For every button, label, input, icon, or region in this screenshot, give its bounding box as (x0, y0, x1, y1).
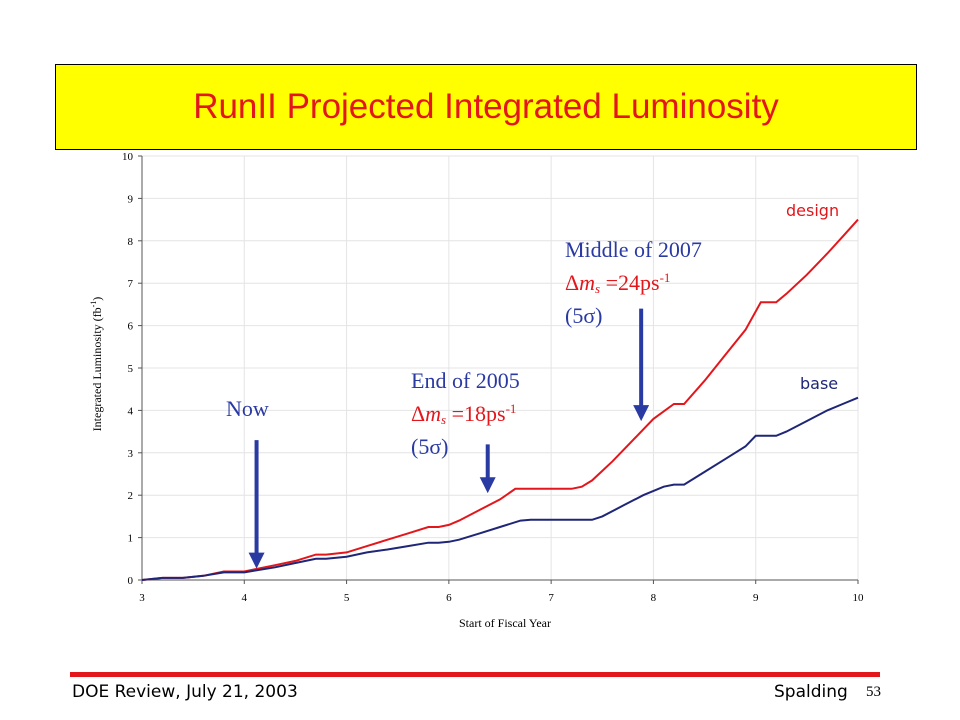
now-label: Now (226, 396, 269, 421)
y-tick-label: 4 (128, 405, 134, 417)
footer-author: Spalding (774, 682, 848, 702)
y-axis-label: Integrated Luminosity (fb-1) (89, 297, 104, 432)
y-tick-label: 8 (128, 236, 134, 248)
series-line-base (141, 396, 859, 581)
series-label-base: base (800, 374, 838, 393)
mid2007-sigma: (5σ) (565, 303, 603, 328)
page-number: 53 (866, 684, 881, 700)
y-tick-label: 7 (128, 278, 134, 290)
y-tick-label: 1 (128, 533, 134, 545)
y-tick-label: 6 (128, 321, 134, 333)
mid2007-delta-ms: Δms =24ps-1 (565, 270, 671, 296)
slide-title: RunII Projected Integrated Luminosity (193, 87, 779, 126)
footer-event: DOE Review, July 21, 2003 (72, 682, 298, 702)
x-tick-label: 7 (548, 592, 554, 604)
x-tick-label: 10 (853, 592, 865, 604)
series-line-design (141, 218, 859, 581)
y-tick-label: 0 (128, 575, 134, 587)
x-tick-label: 3 (139, 592, 145, 604)
annotation-now: Now (226, 392, 269, 425)
x-tick-label: 4 (242, 592, 248, 604)
x-tick-label: 5 (344, 592, 350, 604)
y-tick-label: 10 (122, 151, 134, 163)
x-tick-label: 8 (651, 592, 657, 604)
x-tick-label: 9 (753, 592, 759, 604)
end2005-delta-ms: Δms =18ps-1 (411, 401, 517, 427)
y-tick-label: 9 (128, 193, 134, 205)
end2005-title: End of 2005 (411, 368, 520, 393)
y-tick-label: 5 (128, 363, 134, 375)
y-tick-label: 3 (128, 448, 134, 460)
x-tick-label: 6 (446, 592, 452, 604)
footer-divider (70, 672, 880, 677)
annotation-mid-2007: Middle of 2007 Δms =24ps-1 (5σ) (565, 233, 702, 332)
y-tick-label: 2 (128, 490, 134, 502)
title-banner: RunII Projected Integrated Luminosity (55, 64, 917, 150)
end2005-sigma: (5σ) (411, 434, 449, 459)
annotation-end-2005: End of 2005 Δms =18ps-1 (5σ) (411, 364, 520, 463)
mid2007-title: Middle of 2007 (565, 237, 702, 262)
series-label-design: design (786, 201, 839, 220)
x-axis-label: Start of Fiscal Year (459, 616, 551, 630)
